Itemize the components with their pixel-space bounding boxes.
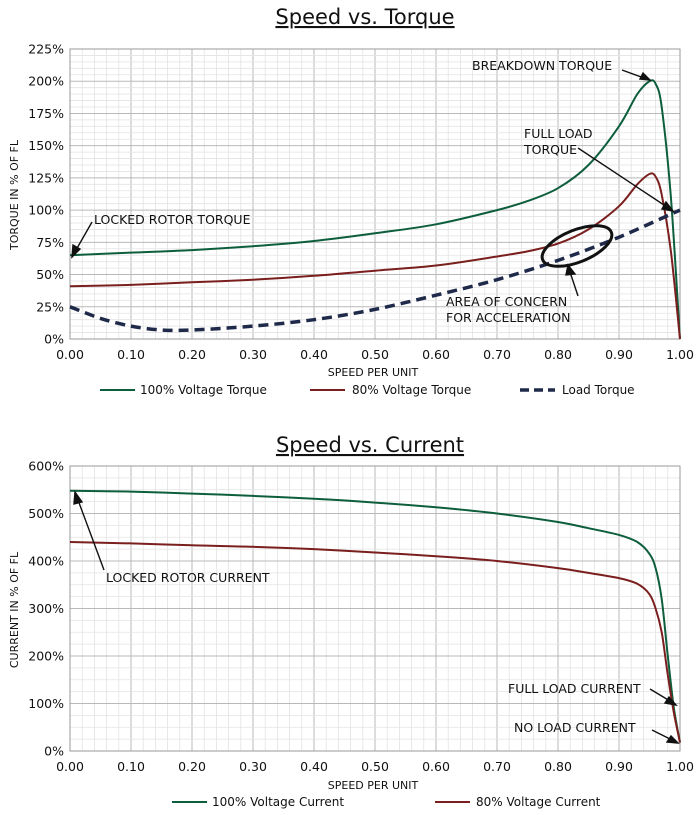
y-tick-label: 200% [28,74,64,89]
arrowhead-breakdown [638,71,652,81]
x-tick-label: 0.20 [178,759,206,774]
x-tick-label: 0.70 [483,347,511,362]
arrow-locked-rotor-current [77,499,105,571]
current-legend: 100% Voltage Current 80% Voltage Current [172,795,601,809]
y-tick-label: 600% [28,459,64,474]
x-tick-label: 0.10 [117,759,145,774]
arrow-full-load-torque [577,147,668,208]
current-series [69,489,681,743]
current-annotation-arrows [73,490,680,744]
arrow-full-load-current [649,688,671,702]
annotation-arrows [71,69,675,297]
series-line-1 [69,541,681,743]
x-tick-label: 1.00 [666,347,694,362]
x-tick-label: 0.50 [361,759,389,774]
legend-label-80-current: 80% Voltage Current [476,795,601,809]
annotation-locked-rotor-torque: LOCKED ROTOR TORQUE [94,212,251,227]
series-line-0 [69,79,681,340]
x-tick-label: 0.40 [300,759,328,774]
arrowhead-no-load-current [665,734,680,744]
arrowhead-locked-rotor-current [73,490,84,505]
y-tick-label: 125% [28,170,64,185]
y-tick-label: 150% [28,138,64,153]
y-tick-label: 300% [28,601,64,616]
x-tick-label: 0.30 [239,759,267,774]
series-line-0 [69,489,681,743]
series-line-2 [69,208,681,333]
arrowhead-area-of-concern [565,263,577,276]
x-tick-label: 0.50 [361,347,389,362]
legend-label-100-current: 100% Voltage Current [212,795,344,809]
plot-area-border [69,465,681,752]
current-x-axis-label: SPEED PER UNIT [328,779,419,792]
x-tick-label: 0.60 [422,347,450,362]
legend-label-load-torque: Load Torque [562,383,635,397]
arrow-breakdown [621,69,645,79]
y-tick-label: 200% [28,649,64,664]
annotation-no-load-current: NO LOAD CURRENT [514,720,636,735]
annotation-breakdown-torque: BREAKDOWN TORQUE [472,58,612,73]
current-chart: Speed vs. Current 0.00 0.10 0.20 0.30 0.40 0.… [8,433,694,809]
legend-label-80-torque: 80% Voltage Torque [352,383,471,397]
x-tick-label: 0.00 [56,347,84,362]
arrowhead-locked-rotor-torque [71,243,82,259]
torque-grid [69,48,681,340]
x-tick-label: 0.80 [544,347,572,362]
current-y-axis-label: CURRENT IN % OF FL [8,551,21,668]
annotation-locked-rotor-current: LOCKED ROTOR CURRENT [106,570,270,585]
x-tick-label: 0.90 [605,759,633,774]
annotation-torque: TORQUE [523,142,577,157]
torque-legend: 100% Voltage Torque 80% Voltage Torque L… [100,383,635,397]
y-tick-label: 500% [28,506,64,521]
torque-x-axis-label: SPEED PER UNIT [328,366,419,379]
plot-area-border [69,48,681,340]
x-tick-label: 0.70 [483,759,511,774]
torque-ticks: 0.00 0.10 0.20 0.30 0.40 0.50 0.60 0.70 0.80 0.90… [28,42,694,363]
y-tick-label: 400% [28,554,64,569]
y-tick-label: 0% [44,744,64,759]
y-tick-label: 0% [44,332,64,347]
y-tick-label: 25% [36,299,64,314]
x-tick-label: 0.30 [239,347,267,362]
torque-y-axis-label: TORQUE IN % OF FL [8,139,21,251]
x-tick-label: 0.60 [422,759,450,774]
current-ticks: 0.00 0.10 0.20 0.30 0.40 0.50 0.60 0.70 0.80 0.90… [28,459,694,775]
y-tick-label: 75% [36,235,64,250]
x-tick-label: 0.10 [117,347,145,362]
annotation-full-load-current: FULL LOAD CURRENT [508,681,641,696]
arrowhead-full-load-current [663,695,678,707]
x-tick-label: 0.80 [544,759,572,774]
x-tick-label: 1.00 [666,759,694,774]
torque-chart-title: Speed vs. Torque [275,5,454,29]
legend-label-100-torque: 100% Voltage Torque [140,383,267,397]
y-tick-label: 225% [28,42,64,57]
current-chart-title: Speed vs. Current [276,433,464,457]
x-tick-label: 0.20 [178,347,206,362]
area-of-concern-ellipse [540,224,614,268]
y-tick-label: 50% [36,267,64,282]
y-tick-label: 100% [28,696,64,711]
arrow-area-of-concern [569,271,579,297]
arrowhead-full-load-torque [660,200,675,213]
annotation-for-acceleration: FOR ACCELERATION [446,310,571,325]
arrow-locked-rotor-torque [75,221,93,251]
current-grid [69,465,681,752]
x-tick-label: 0.90 [605,347,633,362]
annotation-full-load: FULL LOAD [524,126,593,141]
y-tick-label: 100% [28,203,64,218]
y-tick-label: 175% [28,106,64,121]
x-tick-label: 0.40 [300,347,328,362]
annotation-area-of-concern: AREA OF CONCERN [446,294,567,309]
torque-chart: Speed vs. Torque 0.00 0.10 0.20 0.30 0.40 0.5… [8,5,694,397]
x-tick-label: 0.00 [56,759,84,774]
